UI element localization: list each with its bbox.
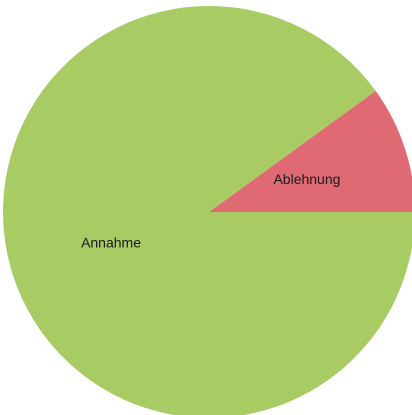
slice-label: Ablehnung	[273, 171, 340, 187]
pie-slice	[209, 90, 412, 212]
slice-label: Annahme	[81, 235, 141, 251]
pie-slice	[3, 6, 412, 415]
